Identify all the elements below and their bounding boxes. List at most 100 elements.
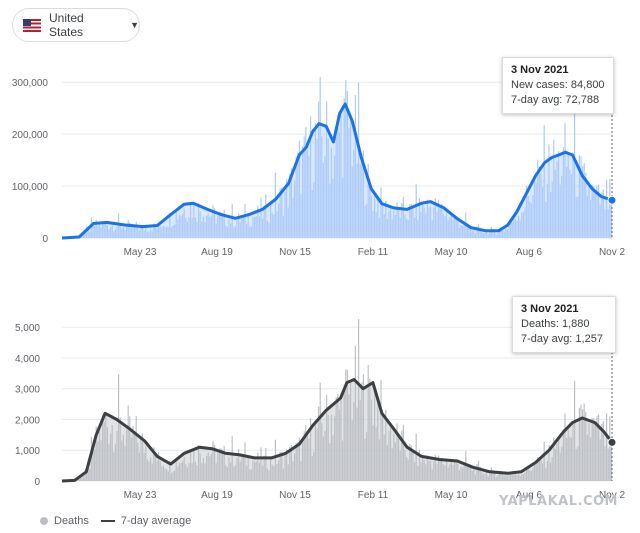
daily-bar bbox=[527, 195, 529, 238]
daily-bar bbox=[314, 123, 316, 238]
daily-bar bbox=[484, 232, 486, 238]
daily-bar bbox=[153, 224, 155, 238]
daily-bar bbox=[505, 473, 507, 481]
daily-bar bbox=[601, 423, 603, 481]
daily-bar bbox=[601, 192, 603, 238]
daily-bar bbox=[297, 441, 299, 481]
cases-chart[interactable]: 0 100,000 200,000 300,000 May 23 Aug 19 Nov 15… bbox=[0, 55, 640, 265]
daily-bar bbox=[263, 455, 265, 481]
daily-bar bbox=[460, 225, 462, 238]
daily-bar bbox=[215, 463, 217, 481]
daily-bar bbox=[204, 463, 206, 481]
daily-bar bbox=[404, 214, 406, 238]
daily-bar bbox=[558, 151, 560, 238]
x-tick-label: Aug 19 bbox=[201, 490, 233, 501]
daily-bar bbox=[564, 122, 566, 238]
daily-bar bbox=[511, 222, 513, 238]
daily-bar bbox=[135, 221, 137, 238]
daily-bar bbox=[332, 179, 334, 238]
daily-bar bbox=[353, 402, 355, 481]
daily-bar bbox=[514, 474, 516, 481]
daily-bar bbox=[426, 199, 428, 238]
daily-bar bbox=[231, 436, 233, 481]
daily-bar bbox=[366, 432, 368, 481]
daily-bar bbox=[151, 231, 153, 238]
daily-bar bbox=[559, 452, 561, 481]
daily-bar bbox=[314, 420, 316, 481]
daily-bar bbox=[510, 474, 512, 481]
daily-bar bbox=[591, 184, 593, 238]
daily-bar bbox=[111, 425, 113, 481]
daily-bar bbox=[351, 166, 353, 238]
daily-bar bbox=[282, 468, 284, 481]
daily-bar bbox=[468, 466, 470, 481]
daily-bar bbox=[534, 463, 536, 481]
daily-bar bbox=[242, 215, 244, 238]
daily-bar bbox=[350, 117, 352, 238]
daily-bar bbox=[193, 448, 195, 481]
daily-bar bbox=[575, 197, 577, 238]
daily-bar bbox=[207, 452, 209, 481]
daily-bar bbox=[212, 204, 214, 238]
daily-bar bbox=[554, 449, 556, 481]
daily-bar bbox=[578, 407, 580, 481]
daily-bar bbox=[206, 455, 208, 481]
daily-bar bbox=[303, 431, 305, 481]
daily-bar bbox=[551, 457, 553, 481]
daily-bar bbox=[279, 188, 281, 238]
daily-bar bbox=[180, 463, 182, 481]
daily-bar bbox=[252, 216, 254, 238]
daily-bar bbox=[410, 445, 412, 481]
daily-bar bbox=[567, 154, 569, 238]
daily-bar bbox=[108, 443, 110, 481]
daily-bar bbox=[398, 208, 400, 238]
daily-bar bbox=[105, 222, 107, 238]
daily-bar bbox=[574, 103, 576, 238]
daily-bar bbox=[489, 231, 491, 238]
daily-bar bbox=[535, 464, 537, 481]
x-tick-label: May 23 bbox=[124, 247, 157, 258]
daily-bar bbox=[124, 229, 126, 238]
daily-bar bbox=[118, 213, 120, 238]
daily-bar bbox=[524, 207, 526, 238]
daily-bar bbox=[532, 195, 534, 238]
deaths-tooltip-deaths: Deaths: 1,880 bbox=[521, 318, 590, 330]
daily-bar bbox=[138, 230, 140, 238]
daily-bar bbox=[383, 434, 385, 481]
daily-bar bbox=[342, 177, 344, 238]
daily-bar bbox=[494, 473, 496, 481]
daily-bar bbox=[284, 191, 286, 238]
daily-bar bbox=[292, 198, 294, 238]
daily-bar bbox=[233, 227, 235, 238]
deaths-chart[interactable]: 0 1,000 2,000 3,000 4,000 5,000 May 23 Aug 19 No… bbox=[0, 295, 640, 520]
daily-bar bbox=[390, 427, 392, 481]
daily-bar bbox=[114, 229, 116, 238]
daily-bar bbox=[273, 214, 275, 238]
us-flag-icon bbox=[23, 18, 41, 32]
chart-legend: Deaths 7-day average bbox=[40, 515, 191, 527]
daily-bar bbox=[476, 464, 478, 481]
daily-bar bbox=[106, 225, 108, 238]
daily-bar bbox=[351, 420, 353, 481]
y-tick-label: 1,000 bbox=[15, 446, 40, 457]
daily-bar bbox=[292, 461, 294, 481]
daily-bar bbox=[158, 452, 160, 481]
daily-bar bbox=[212, 441, 214, 481]
daily-bar bbox=[100, 440, 102, 481]
daily-bar bbox=[326, 394, 328, 481]
y-tick-label: 5,000 bbox=[15, 323, 40, 334]
daily-bar bbox=[242, 454, 244, 481]
country-selector[interactable]: United States ▼ bbox=[12, 8, 140, 42]
daily-bar bbox=[452, 219, 454, 238]
daily-bar bbox=[230, 462, 232, 481]
daily-bar bbox=[258, 462, 260, 481]
country-selector-label: United States bbox=[49, 11, 84, 39]
daily-bar bbox=[166, 226, 168, 238]
daily-bar bbox=[414, 462, 416, 481]
daily-bar bbox=[322, 163, 324, 238]
daily-bar bbox=[369, 378, 371, 481]
daily-bar bbox=[321, 136, 323, 238]
daily-bar bbox=[548, 444, 550, 481]
daily-bar bbox=[462, 467, 464, 481]
daily-bar bbox=[95, 426, 97, 481]
